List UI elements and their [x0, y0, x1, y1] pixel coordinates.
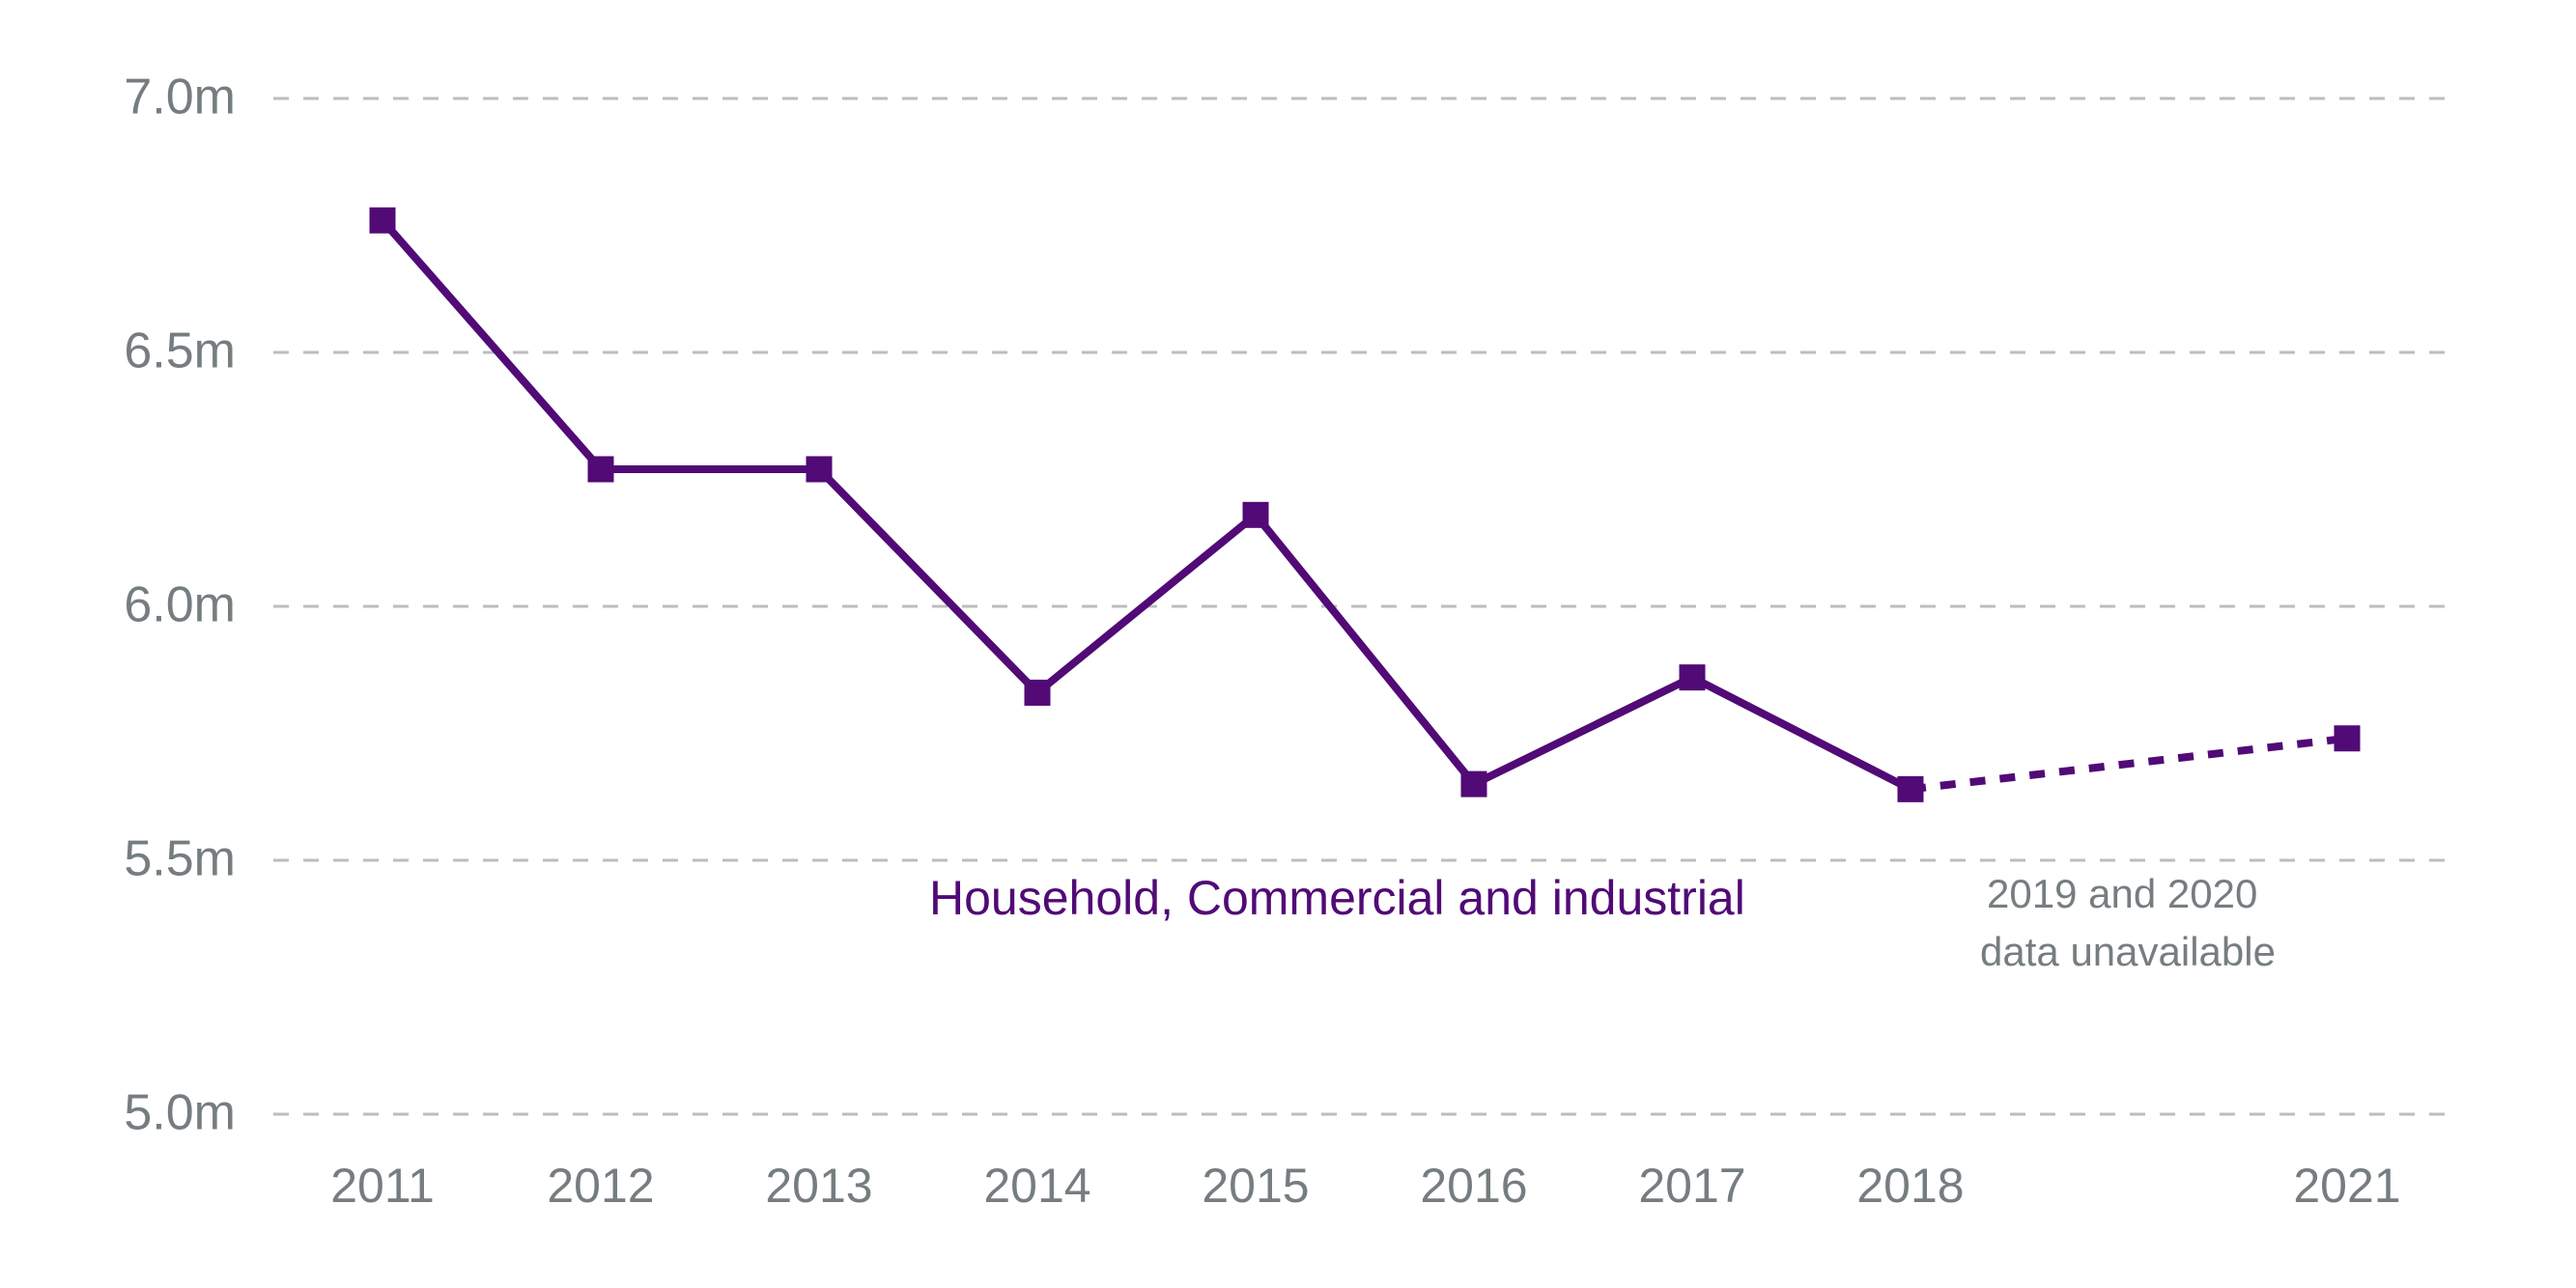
data-point-2018 — [1897, 775, 1924, 802]
x-tick-label: 2011 — [330, 1159, 435, 1213]
x-tick-label: 2014 — [983, 1159, 1090, 1213]
x-tick-label: 2016 — [1420, 1159, 1527, 1213]
data-point-2011 — [369, 207, 396, 234]
x-tick-label: 2018 — [1856, 1159, 1964, 1213]
series-line-dashed-gap — [1910, 734, 2348, 794]
data-point-2021 — [2334, 725, 2361, 752]
gridlines — [273, 97, 2455, 1116]
y-tick-label: 7.0m — [124, 70, 236, 126]
series-label: Household, Commercial and industrial — [929, 871, 1745, 925]
series-line-solid — [379, 217, 1912, 793]
data-point-2017 — [1679, 664, 1706, 691]
data-point-2015 — [1242, 501, 1269, 528]
x-tick-label: 2017 — [1638, 1159, 1745, 1213]
y-tick-label: 6.0m — [124, 577, 236, 633]
x-tick-label: 2021 — [2293, 1159, 2400, 1213]
data-point-2016 — [1460, 770, 1487, 798]
data-point-2012 — [587, 456, 614, 483]
x-tick-label: 2015 — [1202, 1159, 1309, 1213]
x-axis-labels: 2011 2012 2013 2014 2015 2016 2017 2018 2021 — [330, 1159, 2400, 1213]
x-tick-label: 2012 — [547, 1159, 654, 1213]
y-axis-labels: 5.0m 5.5m 6.0m 6.5m 7.0m — [124, 70, 236, 1141]
annotation-line-2: data unavailable — [1980, 929, 2276, 974]
annotation-data-unavailable: 2019 and 2020 data unavailable — [1980, 871, 2276, 974]
y-tick-label: 5.5m — [124, 831, 236, 887]
series-household-commercial-industrial — [369, 207, 2361, 802]
y-tick-label: 6.5m — [124, 323, 236, 379]
x-tick-label: 2013 — [765, 1159, 872, 1213]
y-tick-label: 5.0m — [124, 1085, 236, 1141]
annotation-line-1: 2019 and 2020 — [1987, 871, 2257, 916]
data-point-2013 — [806, 456, 833, 483]
data-point-2014 — [1024, 679, 1051, 706]
